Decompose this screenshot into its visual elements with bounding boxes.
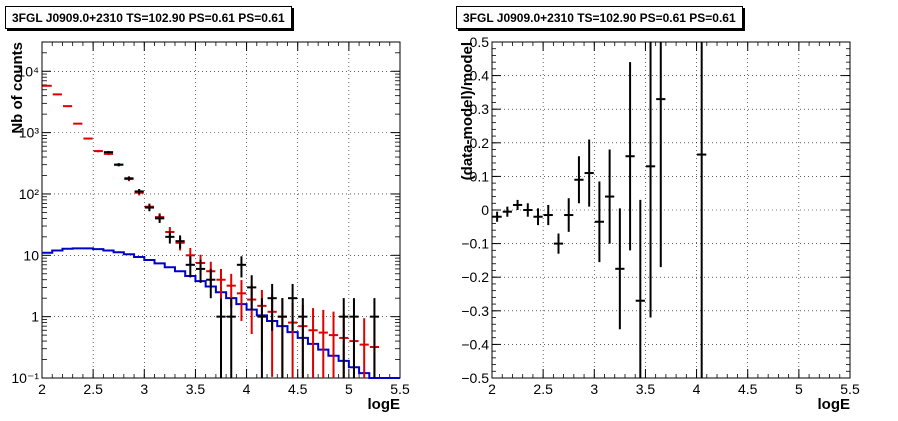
component-series-line: [42, 247, 400, 379]
x-tick-label: 3.5: [636, 381, 656, 397]
y-tick-label: 1: [31, 309, 39, 325]
y-tick-label: 0.4: [470, 68, 490, 84]
x-tick-label: 5.5: [840, 381, 860, 397]
y-tick-label: 0.5: [470, 34, 490, 50]
y-tick-label: 10: [23, 247, 39, 263]
x-tick-label: 2: [488, 381, 496, 397]
x-tick-label: 4.5: [738, 381, 758, 397]
y-tick-label: 0.1: [470, 168, 490, 184]
y-tick-label: −0.4: [461, 336, 489, 352]
x-tick-label: 3.5: [186, 381, 206, 397]
y-tick-label: 10³: [19, 125, 40, 141]
x-tick-label: 2.5: [533, 381, 553, 397]
y-tick-label: −0.5: [461, 370, 489, 386]
y-tick-label: 10⁻¹: [11, 370, 39, 386]
x-tick-label: 4: [693, 381, 701, 397]
y-tick-label: −0.2: [461, 269, 489, 285]
y-tick-label: 0.2: [470, 135, 490, 151]
x-tick-label: 3: [590, 381, 598, 397]
y-axis-label: (data-model)/model: [459, 42, 476, 180]
y-tick-label: 0: [481, 202, 489, 218]
chart-title-residuals: 3FGL J0909.0+2310 TS=102.90 PS=0.61 PS=0…: [456, 6, 743, 29]
x-tick-label: 4: [243, 381, 251, 397]
y-axis-label: Nb of counts: [9, 42, 26, 134]
counts-panel: 2 2.5 3 3.5 4 4.5 5 5.5 10⁻¹ 1 10 10² 10³ 10⁴ logE Nb o…: [9, 41, 410, 413]
x-axis-label: logE: [368, 396, 401, 413]
x-axis-label: logE: [818, 396, 851, 413]
x-tick-label: 3: [140, 381, 148, 397]
x-tick-label: 5: [345, 381, 353, 397]
chart-title-counts: 3FGL J0909.0+2310 TS=102.90 PS=0.61 PS=0…: [5, 6, 292, 29]
y-tick-label: 10²: [19, 186, 40, 202]
residual-panel: 2 2.5 3 3.5 4 4.5 5 5.5 −0.5 −0.4 −0.3 −0.2 −0.1 0 0.1…: [459, 34, 860, 413]
x-tick-label: 5: [795, 381, 803, 397]
x-tick-label: 2.5: [83, 381, 103, 397]
x-tick-label: 2: [38, 381, 46, 397]
y-tick-label: 10⁴: [17, 63, 39, 79]
y-tick-label: 0.3: [470, 101, 490, 117]
y-tick-label: −0.1: [461, 236, 489, 252]
y-tick-label: −0.3: [461, 303, 489, 319]
x-tick-label: 4.5: [288, 381, 308, 397]
x-tick-label: 5.5: [390, 381, 410, 397]
